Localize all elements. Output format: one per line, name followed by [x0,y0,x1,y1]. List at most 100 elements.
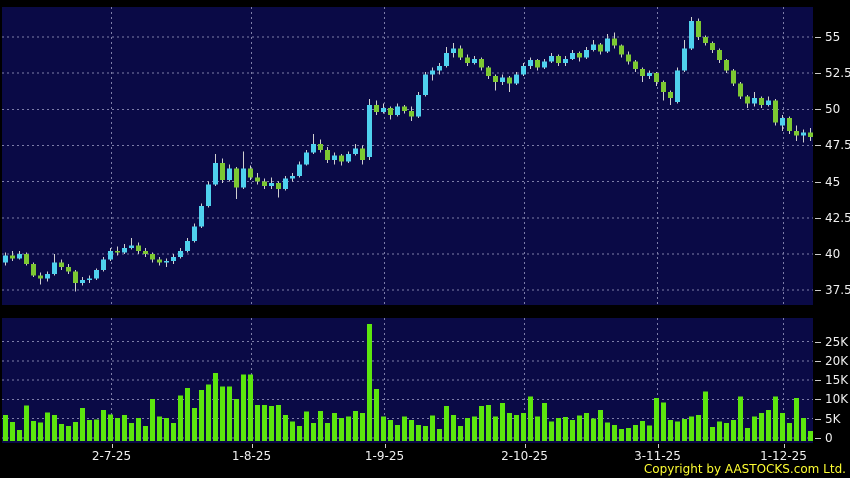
volume-bar[interactable] [136,417,141,441]
volume-bar[interactable] [304,411,309,441]
candle-down[interactable] [773,100,778,123]
candle-down[interactable] [38,275,43,279]
volume-bar[interactable] [129,422,134,441]
volume-bar[interactable] [227,386,232,441]
volume-bar[interactable] [31,421,36,441]
candle-down[interactable] [143,251,148,254]
candle-down[interactable] [759,97,764,106]
volume-bar[interactable] [66,426,71,441]
volume-bar[interactable] [206,384,211,441]
candle-up[interactable] [206,184,211,207]
volume-bar[interactable] [10,421,15,441]
candle-up[interactable] [227,168,232,181]
volume-bar[interactable] [73,422,78,441]
volume-bar[interactable] [626,427,631,441]
candle-up[interactable] [437,65,442,71]
volume-bar[interactable] [360,412,365,441]
volume-bar[interactable] [549,421,554,441]
volume-bar[interactable] [773,396,778,441]
volume-bar[interactable] [444,405,449,441]
candle-down[interactable] [731,70,736,84]
volume-bar[interactable] [780,412,785,441]
volume-bar[interactable] [661,402,666,441]
candle-up[interactable] [549,55,554,62]
volume-bar[interactable] [311,422,316,441]
candle-down[interactable] [479,58,484,68]
candle-down[interactable] [248,168,253,178]
candle-down[interactable] [619,45,624,55]
volume-bar[interactable] [500,402,505,441]
volume-bar[interactable] [787,422,792,441]
volume-bar[interactable] [87,419,92,441]
volume-bar[interactable] [451,414,456,441]
candle-down[interactable] [255,177,260,182]
candle-down[interactable] [318,144,323,150]
volume-bar[interactable] [675,421,680,441]
volume-bar[interactable] [213,372,218,441]
candle-up[interactable] [290,175,295,179]
candle-up[interactable] [171,256,176,262]
volume-bar[interactable] [472,416,477,441]
candle-up[interactable] [178,251,183,257]
candle-up[interactable] [367,105,372,158]
volume-bar[interactable] [598,409,603,441]
candle-down[interactable] [31,264,36,276]
volume-bar[interactable] [430,415,435,441]
volume-bar[interactable] [570,419,575,441]
volume-bar[interactable] [647,425,652,441]
candle-up[interactable] [780,118,785,126]
candle-down[interactable] [745,96,750,104]
candle-down[interactable] [507,77,512,84]
volume-bar[interactable] [101,409,106,441]
candle-down[interactable] [465,57,470,64]
candle-down[interactable] [458,48,463,58]
volume-bar[interactable] [395,424,400,441]
candle-up[interactable] [45,274,50,279]
candle-up[interactable] [647,73,652,77]
volume-bar[interactable] [437,429,442,441]
candle-up[interactable] [101,259,106,270]
volume-bar[interactable] [94,419,99,441]
volume-bar[interactable] [577,415,582,441]
candle-up[interactable] [500,77,505,82]
candle-up[interactable] [269,183,274,186]
volume-bar[interactable] [514,414,519,441]
candle-up[interactable] [591,44,596,51]
volume-bar[interactable] [332,412,337,441]
volume-bar[interactable] [535,416,540,441]
volume-bar[interactable] [703,391,708,441]
volume-bar[interactable] [633,424,638,441]
volume-bar[interactable] [178,395,183,441]
volume-bar[interactable] [738,396,743,441]
candle-down[interactable] [710,42,715,51]
candle-up[interactable] [423,74,428,95]
volume-bar[interactable] [724,422,729,441]
candle-up[interactable] [570,52,575,59]
candle-up[interactable] [199,206,204,227]
volume-bar[interactable] [45,412,50,441]
candle-up[interactable] [52,262,57,275]
candle-down[interactable] [696,21,701,38]
candle-up[interactable] [521,65,526,75]
volume-bar[interactable] [122,414,127,441]
volume-bar[interactable] [605,422,610,441]
volume-bar[interactable] [353,410,358,441]
volume-bar[interactable] [640,421,645,441]
volume-chart-panel[interactable] [2,318,813,443]
candle-down[interactable] [388,107,393,116]
candle-down[interactable] [325,149,330,160]
volume-bar[interactable] [108,414,113,441]
candle-up[interactable] [311,144,316,153]
candle-up[interactable] [682,48,687,71]
candle-up[interactable] [304,152,309,165]
candle-up[interactable] [528,60,533,66]
candle-down[interactable] [339,155,344,162]
volume-bar[interactable] [689,416,694,441]
candle-down[interactable] [654,73,659,82]
volume-bar[interactable] [80,407,85,441]
volume-bar[interactable] [745,427,750,441]
candle-down[interactable] [262,181,267,186]
candle-up[interactable] [17,253,22,259]
candle-down[interactable] [787,118,792,132]
candle-up[interactable] [689,21,694,49]
